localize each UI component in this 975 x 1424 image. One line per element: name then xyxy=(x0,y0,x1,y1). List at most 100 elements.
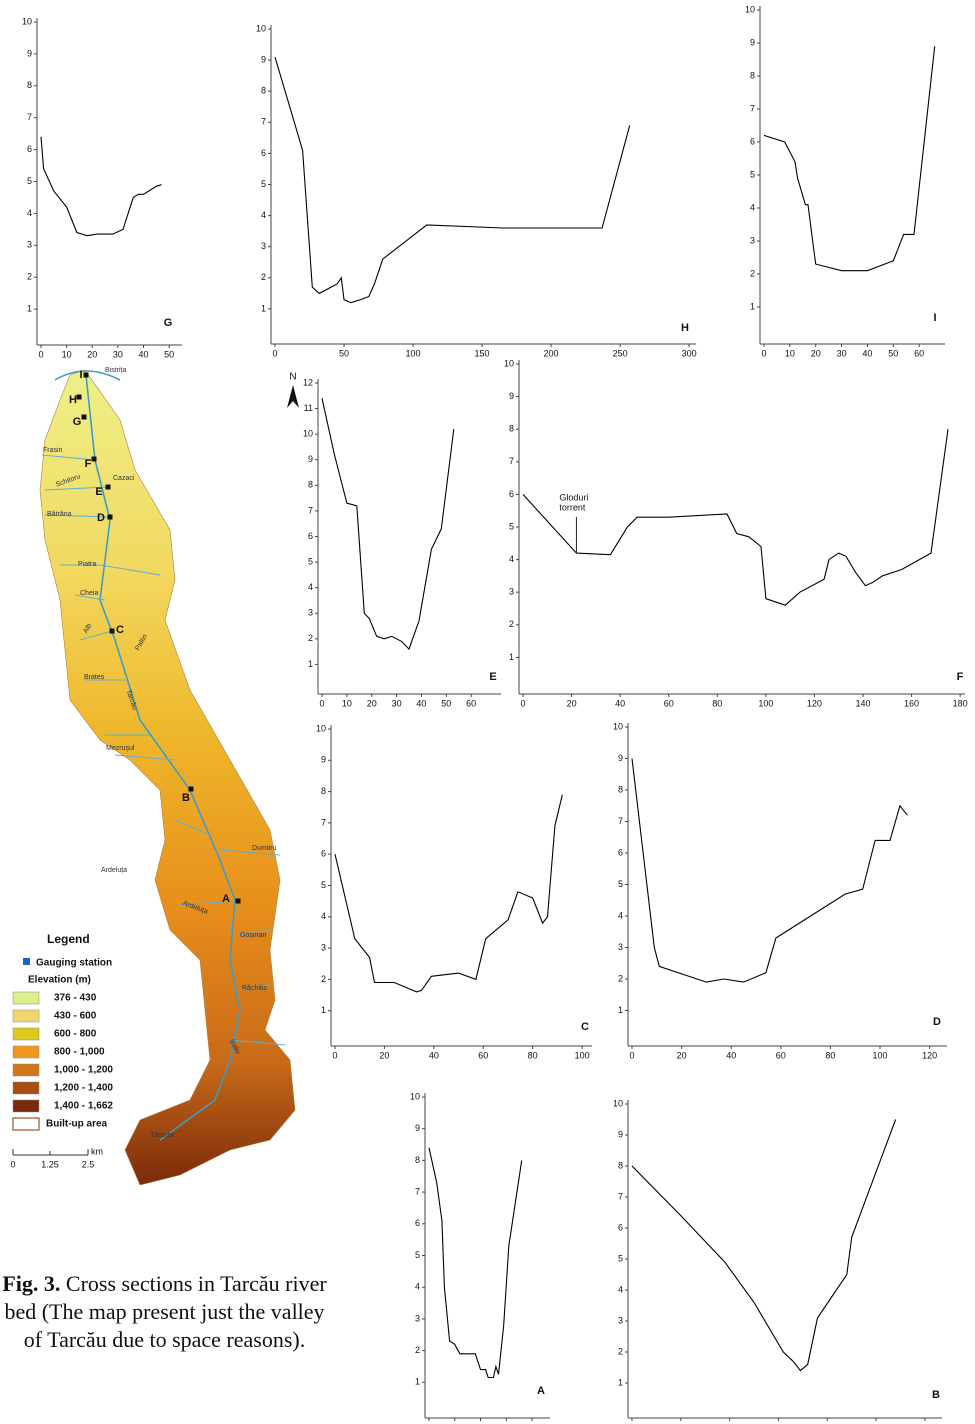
x-tick-label: 20 xyxy=(677,1050,687,1060)
x-tick-label: 20 xyxy=(379,1050,389,1060)
x-tick-label: 50 xyxy=(164,349,174,359)
x-tick-label: 50 xyxy=(441,698,451,708)
y-tick-label: 9 xyxy=(321,755,326,765)
y-tick-label: 1 xyxy=(618,1005,623,1015)
y-tick-label: 10 xyxy=(745,4,755,14)
y-tick-label: 4 xyxy=(415,1282,420,1292)
annotation: Gloduri xyxy=(559,492,588,502)
panel-label: C xyxy=(581,1021,589,1033)
y-tick-label: 6 xyxy=(261,148,266,158)
y-tick-label: 1 xyxy=(415,1377,420,1387)
y-tick-label: 6 xyxy=(618,1222,623,1232)
valley-map xyxy=(40,370,295,1185)
legend-swatch xyxy=(13,1010,39,1022)
y-tick-label: 5 xyxy=(509,521,514,531)
gauging-station xyxy=(77,395,82,400)
x-tick-label: 60 xyxy=(466,698,476,708)
y-tick-label: 3 xyxy=(321,942,326,952)
y-tick-label: 2 xyxy=(308,633,313,643)
y-tick-label: 6 xyxy=(509,489,514,499)
section-label: H xyxy=(69,394,77,406)
y-tick-label: 7 xyxy=(261,117,266,127)
y-tick-label: 8 xyxy=(321,786,326,796)
y-tick-label: 5 xyxy=(618,879,623,889)
y-tick-label: 10 xyxy=(504,358,514,368)
place-name: Cazaci xyxy=(113,475,135,482)
x-tick-label: 60 xyxy=(478,1050,488,1060)
y-tick-label: 5 xyxy=(27,176,32,186)
y-tick-label: 10 xyxy=(256,23,266,33)
y-tick-label: 6 xyxy=(415,1218,420,1228)
y-tick-label: 6 xyxy=(308,531,313,541)
y-tick-label: 2 xyxy=(415,1345,420,1355)
cross-section xyxy=(275,57,630,303)
x-tick-label: 80 xyxy=(528,1050,538,1060)
panel-label: F xyxy=(957,671,964,683)
section-label: C xyxy=(116,624,124,636)
y-tick-label: 1 xyxy=(750,301,755,311)
y-tick-label: 4 xyxy=(261,210,266,220)
caption: Fig. 3. Cross sections in Tarcău river b… xyxy=(2,1270,327,1354)
y-tick-label: 1 xyxy=(308,659,313,669)
x-tick-label: 0 xyxy=(38,349,43,359)
legend-item: 1,400 - 1,662 xyxy=(54,1101,113,1112)
cross-section xyxy=(523,429,948,605)
y-tick-label: 10 xyxy=(316,723,326,733)
y-tick-label: 8 xyxy=(261,86,266,96)
y-tick-label: 2 xyxy=(261,272,266,282)
y-tick-label: 6 xyxy=(27,144,32,154)
x-tick-label: 0 xyxy=(520,698,525,708)
place-name: Bistrița xyxy=(105,367,127,374)
legend-swatch xyxy=(13,1064,39,1076)
y-tick-label: 1 xyxy=(321,1005,326,1015)
y-tick-label: 5 xyxy=(618,1253,623,1263)
x-tick-label: 0 xyxy=(629,1050,634,1060)
y-tick-label: 9 xyxy=(509,391,514,401)
y-tick-label: 4 xyxy=(618,910,623,920)
place-name: Cheia xyxy=(80,590,98,597)
y-tick-label: 3 xyxy=(27,240,32,250)
legend-item: 800 - 1,000 xyxy=(54,1047,105,1058)
legend-title: Legend xyxy=(47,932,90,946)
north-label: N xyxy=(289,372,296,383)
section-label: G xyxy=(73,416,82,428)
gauging-station xyxy=(108,515,113,520)
y-tick-label: 9 xyxy=(618,753,623,763)
gauging-station xyxy=(106,485,111,490)
x-tick-label: 180 xyxy=(953,698,968,708)
scale-label: 0 xyxy=(10,1159,15,1169)
x-tick-label: 100 xyxy=(575,1050,590,1060)
x-tick-label: 30 xyxy=(837,348,847,358)
section-label: F xyxy=(85,458,92,470)
y-tick-label: 5 xyxy=(415,1250,420,1260)
x-tick-label: 30 xyxy=(392,698,402,708)
y-tick-label: 9 xyxy=(308,454,313,464)
x-tick-label: 0 xyxy=(319,698,324,708)
cross-section xyxy=(764,46,935,270)
place-name: Frasin xyxy=(43,447,63,454)
y-tick-label: 5 xyxy=(750,169,755,179)
y-tick-label: 10 xyxy=(613,721,623,731)
y-tick-label: 7 xyxy=(618,1191,623,1201)
x-tick-label: 0 xyxy=(332,1050,337,1060)
y-tick-label: 4 xyxy=(509,554,514,564)
x-tick-label: 30 xyxy=(113,349,123,359)
y-tick-label: 7 xyxy=(308,505,313,515)
legend-builtup: Built-up area xyxy=(46,1119,108,1130)
x-tick-label: 80 xyxy=(825,1050,835,1060)
y-tick-label: 9 xyxy=(261,54,266,64)
x-tick-label: 50 xyxy=(339,348,349,358)
legend-item: 1,000 - 1,200 xyxy=(54,1065,113,1076)
panel-label: B xyxy=(932,1389,940,1401)
y-tick-label: 1 xyxy=(27,303,32,313)
section-label: D xyxy=(97,512,105,524)
place-name: Ardeluța xyxy=(101,867,127,874)
y-tick-label: 3 xyxy=(750,235,755,245)
x-tick-label: 10 xyxy=(342,698,352,708)
x-tick-label: 100 xyxy=(873,1050,888,1060)
y-tick-label: 1 xyxy=(261,303,266,313)
x-tick-label: 20 xyxy=(567,698,577,708)
legend-item: 1,200 - 1,400 xyxy=(54,1083,113,1094)
y-tick-label: 4 xyxy=(750,202,755,212)
x-tick-label: 40 xyxy=(726,1050,736,1060)
